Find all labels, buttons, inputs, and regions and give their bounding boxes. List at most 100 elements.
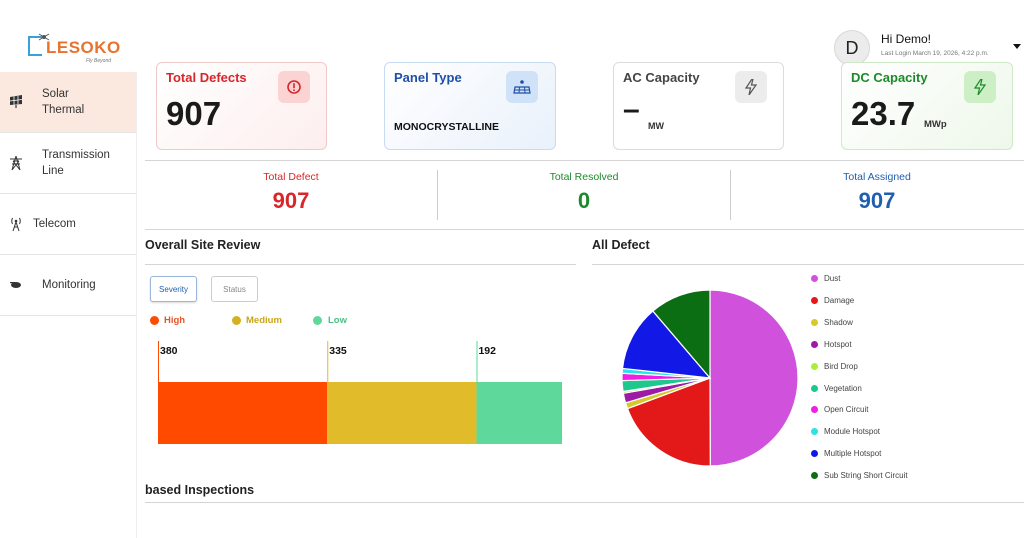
divider — [145, 502, 1024, 503]
bolt-icon — [964, 71, 996, 103]
card-title: Panel Type — [394, 70, 462, 85]
pie-legend-item[interactable]: Dust — [811, 274, 840, 283]
last-login-text: Last Login March 19, 2026, 4:22 p.m. — [881, 50, 989, 57]
divider — [145, 264, 576, 265]
total-defects-card[interactable]: Total Defects 907 — [156, 62, 327, 150]
legend-swatch — [811, 406, 818, 414]
solar-panel-icon — [9, 95, 23, 108]
legend-label-low: Low — [328, 315, 347, 326]
legend-label-high: High — [164, 315, 186, 326]
pie-legend-item[interactable]: Damage — [811, 296, 854, 305]
legend-swatch — [811, 296, 818, 304]
sidebar-item-label: Solar Thermal — [42, 88, 85, 116]
card-title: DC Capacity — [851, 70, 928, 85]
sidebar-item-monitoring[interactable]: Monitoring — [0, 255, 136, 316]
divider — [730, 170, 731, 220]
sidebar-item-label: Monitoring — [42, 279, 96, 291]
pie-legend-item[interactable]: Hotspot — [811, 340, 852, 349]
card-value: MONOCRYSTALLINE — [394, 121, 499, 133]
bar-value-label: 380 — [160, 345, 178, 357]
legend-label: Damage — [824, 295, 855, 305]
pie-legend-item[interactable]: Open Circuit — [811, 405, 868, 414]
legend-swatch — [811, 318, 818, 326]
bar-segment-high[interactable] — [158, 382, 328, 444]
ac-capacity-card[interactable]: AC Capacity – MW — [613, 62, 784, 150]
tab-status[interactable]: Status — [211, 276, 258, 302]
pie-slice-damage[interactable] — [626, 377, 711, 467]
avatar[interactable]: D — [834, 30, 870, 66]
legend-swatch — [811, 275, 818, 282]
bar-segment-medium[interactable] — [327, 382, 477, 444]
pie-legend-item[interactable]: Multiple Hotspot — [811, 449, 881, 458]
divider — [592, 264, 1024, 265]
legend-swatch-medium — [232, 316, 241, 325]
legend-label: Open Circuit — [824, 405, 869, 415]
legend-swatch-high — [150, 316, 159, 325]
pie-legend-item[interactable]: Vegetation — [811, 384, 862, 393]
logo-mark — [28, 36, 42, 56]
user-greeting: Hi Demo! — [881, 32, 932, 46]
legend-label: Shadow — [824, 317, 853, 327]
defect-pie-chart — [621, 289, 799, 467]
antenna-icon — [11, 217, 21, 232]
divider — [145, 229, 1024, 230]
alert-icon — [278, 71, 310, 103]
dc-capacity-card[interactable]: DC Capacity 23.7 MWp — [841, 62, 1013, 150]
legend-label: Vegetation — [824, 383, 862, 393]
pie-legend-item[interactable]: Sub String Short Circuit — [811, 471, 908, 480]
legend-swatch — [811, 450, 818, 458]
divider — [145, 160, 1024, 161]
stat-value: 907 — [858, 188, 896, 213]
logo-tagline: Fly Beyond — [86, 58, 112, 64]
logo-text: LESOKO — [46, 38, 121, 57]
drone-logo-icon — [38, 33, 50, 41]
legend-label: Bird Drop — [824, 361, 858, 371]
stat-label: Total Defect — [263, 171, 319, 183]
bar-value-label: 335 — [329, 345, 347, 357]
section-title-inspections: based Inspections — [145, 483, 255, 497]
divider — [437, 170, 438, 220]
card-value: – — [623, 93, 640, 126]
card-unit: MW — [648, 121, 664, 131]
card-unit: MWp — [924, 119, 947, 130]
section-title-site-review: Overall Site Review — [145, 238, 261, 252]
transmission-tower-icon — [10, 155, 22, 171]
stat-value: 907 — [272, 188, 310, 213]
panel-type-card[interactable]: Panel Type MONOCRYSTALLINE — [384, 62, 556, 150]
stat-label: Total Assigned — [843, 171, 911, 183]
sidebar-item-solar-thermal[interactable]: Solar Thermal — [0, 72, 136, 133]
legend-swatch — [811, 384, 818, 392]
bolt-icon — [735, 71, 767, 103]
legend-label: Sub String Short Circuit — [824, 471, 908, 481]
bar-segment-low[interactable] — [476, 382, 562, 444]
pie-legend: Dust Damage Shadow Hotspot Bird Drop Vegetati… — [811, 274, 1011, 484]
pie-slice-sub-string-short-circuit[interactable] — [652, 289, 711, 380]
severity-stacked-bar-chart: 380 335 192 — [158, 341, 562, 444]
card-value: 23.7 — [851, 95, 916, 132]
legend-swatch-low — [313, 316, 322, 325]
legend-label: Module Hotspot — [824, 427, 881, 437]
bar-value-label: 192 — [478, 345, 496, 357]
sidebar-item-telecom[interactable]: Telecom — [0, 194, 136, 255]
sidebar-item-label: Transmission Line — [42, 149, 110, 177]
legend-label: Multiple Hotspot — [824, 449, 882, 459]
section-title-all-defect: All Defect — [592, 238, 650, 252]
legend-swatch — [811, 340, 818, 348]
legend-label: Dust — [824, 274, 841, 283]
pie-legend-item[interactable]: Shadow — [811, 318, 853, 327]
stat-value: 0 — [577, 188, 591, 213]
drone-icon — [10, 282, 21, 288]
sidebar-item-transmission-line[interactable]: Transmission Line — [0, 133, 136, 194]
tab-severity[interactable]: Severity — [150, 276, 197, 302]
pie-slice-multiple-hotspot[interactable] — [621, 310, 712, 379]
card-title: AC Capacity — [623, 70, 700, 85]
pie-legend-item[interactable]: Bird Drop — [811, 362, 858, 371]
brand-logo[interactable]: LESOKO Fly Beyond — [28, 32, 128, 66]
sidebar-item-label: Telecom — [33, 218, 76, 230]
card-value: 907 — [166, 95, 222, 132]
pie-slice-dust[interactable] — [709, 289, 799, 467]
card-title: Total Defects — [166, 70, 247, 85]
user-menu-chevron-down-icon[interactable] — [1013, 44, 1021, 49]
sidebar: Solar Thermal Transmission Line Telecom … — [0, 72, 137, 538]
pie-legend-item[interactable]: Module Hotspot — [811, 427, 880, 436]
